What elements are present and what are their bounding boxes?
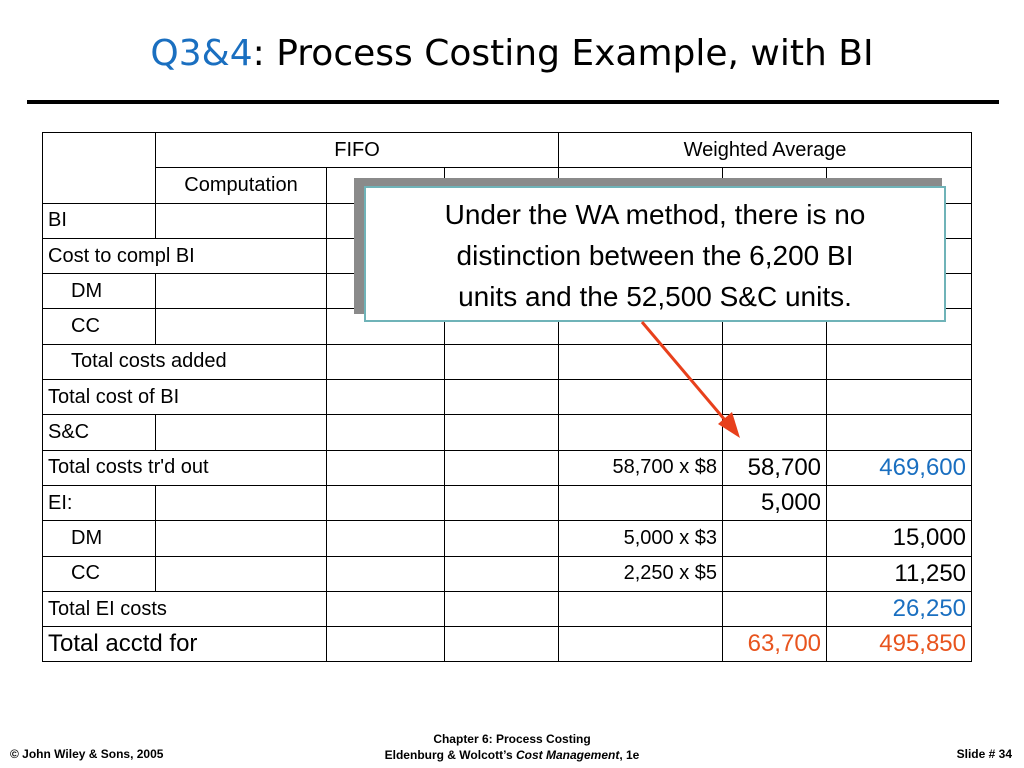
row-label-total-ei: Total EI costs bbox=[42, 590, 327, 628]
wa-header: Weighted Average bbox=[558, 131, 973, 169]
wa-ei-dm-costs: 15,000 bbox=[826, 520, 973, 557]
row-label-cost-to-compl: Cost to compl BI bbox=[42, 237, 327, 275]
footer-book-title: Cost Management bbox=[515, 748, 620, 762]
footer-chapter-line: Chapter 6: Process Costing bbox=[433, 732, 591, 746]
footer-edition: , 1e bbox=[619, 748, 640, 762]
table-row: S&C bbox=[42, 414, 973, 451]
footer-copyright: © John Wiley & Sons, 2005 bbox=[10, 747, 164, 761]
row-label-cc: CC bbox=[42, 308, 156, 345]
footer-slide-number: Slide # 34 bbox=[956, 747, 1012, 761]
title-accent: Q3&4 bbox=[150, 33, 253, 74]
footer-chapter: Chapter 6: Process Costing Eldenburg & W… bbox=[312, 731, 712, 763]
title-rest: : Process Costing Example, with BI bbox=[252, 33, 874, 74]
table-row: Total costs added bbox=[42, 343, 973, 381]
table-row: Total cost of BI bbox=[42, 379, 973, 416]
table-row: Total acctd for 63,700 495,850 bbox=[42, 626, 973, 663]
wa-trd-out-costs: 469,600 bbox=[826, 449, 973, 486]
callout-line: distinction between the 6,200 BI bbox=[456, 240, 854, 271]
title-rule bbox=[27, 100, 999, 104]
row-label-trd-out: Total costs tr'd out bbox=[42, 449, 327, 486]
wa-ei-cc-costs: 11,250 bbox=[826, 555, 973, 592]
wa-trd-out-units: 58,700 bbox=[722, 449, 828, 486]
table-row: FIFO Weighted Average bbox=[42, 131, 973, 204]
row-label-bi: BI bbox=[42, 202, 156, 239]
wa-ei-dm-computation: 5,000 x $3 bbox=[558, 520, 724, 557]
fifo-header: FIFO bbox=[154, 131, 560, 169]
row-label-ei-dm: DM bbox=[42, 520, 156, 557]
wa-trd-out-computation: 58,700 x $8 bbox=[558, 449, 724, 486]
wa-total-acctd-units: 63,700 bbox=[722, 626, 828, 663]
table-row: Total costs tr'd out 58,700 x $8 58,700 … bbox=[42, 449, 973, 486]
row-label-ei: EI: bbox=[42, 484, 156, 522]
table-row: CC 2,250 x $5 11,250 bbox=[42, 555, 973, 592]
callout-line: Under the WA method, there is no bbox=[444, 199, 866, 230]
slide-title: Q3&4: Process Costing Example, with BI bbox=[0, 30, 1024, 78]
table-row: DM 5,000 x $3 15,000 bbox=[42, 520, 973, 557]
table-row: EI: 5,000 bbox=[42, 484, 973, 522]
row-label-dm: DM bbox=[42, 273, 156, 310]
wa-ei-units: 5,000 bbox=[722, 484, 828, 522]
row-label-ei-cc: CC bbox=[42, 555, 156, 592]
footer-authors: Eldenburg & Wolcott’s bbox=[384, 748, 516, 762]
wa-ei-cc-computation: 2,250 x $5 bbox=[558, 555, 724, 592]
footer-book-line: Eldenburg & Wolcott’s Cost Management, 1… bbox=[312, 747, 712, 763]
row-label-total-cost-bi: Total cost of BI bbox=[42, 379, 327, 416]
callout-line: units and the 52,500 S&C units. bbox=[458, 281, 852, 312]
table-row: Total EI costs 26,250 bbox=[42, 590, 973, 628]
corner-cell bbox=[42, 132, 156, 204]
wa-total-ei-costs: 26,250 bbox=[826, 590, 973, 628]
fifo-computation-header: Computation bbox=[155, 167, 327, 204]
wa-callout-box: Under the WA method, there is no distinc… bbox=[364, 186, 946, 322]
row-label-total-acctd: Total acctd for bbox=[42, 626, 327, 663]
row-label-sc: S&C bbox=[42, 414, 156, 451]
row-label-total-added: Total costs added bbox=[42, 343, 327, 381]
wa-total-acctd-costs: 495,850 bbox=[826, 626, 973, 663]
